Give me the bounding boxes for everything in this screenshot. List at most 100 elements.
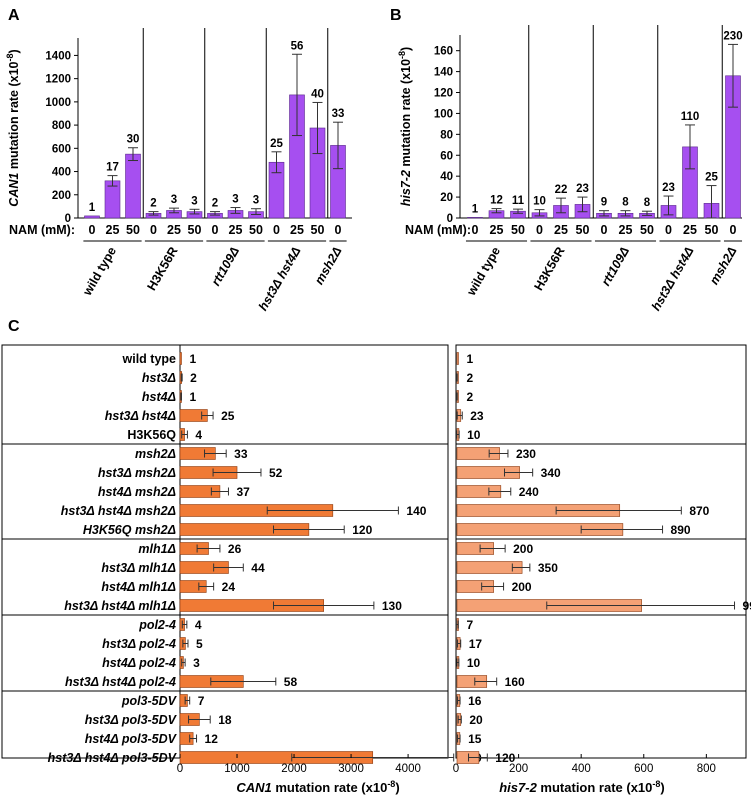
can1-value-label: 120 <box>352 523 372 537</box>
his7-bar <box>456 352 459 365</box>
his7-value-label: 200 <box>513 542 533 556</box>
his7-value-label: 160 <box>505 675 525 689</box>
can1-value-label: 130 <box>382 599 402 613</box>
his7-value-label: 870 <box>689 504 709 518</box>
group-label: H3K56R <box>145 245 181 294</box>
his7-x-tick-label: 800 <box>697 763 716 775</box>
bar-value-label: 3 <box>171 194 177 206</box>
can1-value-label: 1 <box>190 352 197 366</box>
y-tick-label: 80 <box>440 129 453 141</box>
y-axis-label-close: ) <box>399 47 413 51</box>
bar-value-label: 1 <box>472 203 479 215</box>
nam-concentration-label: 25 <box>290 223 304 237</box>
y-tick-label: 200 <box>52 190 71 202</box>
can1-value-label: 26 <box>228 542 242 556</box>
his7-value-label: 2 <box>467 371 474 385</box>
nam-concentration-label: 25 <box>683 223 697 237</box>
y-tick-label: 20 <box>440 192 453 204</box>
y-tick-label: 40 <box>440 171 453 183</box>
bar-value-label: 23 <box>576 183 589 195</box>
y-axis-label: his7-2 mutation rate (x10-8) <box>397 47 413 206</box>
can1-value-label: 5 <box>196 637 203 651</box>
nam-concentration-label: 25 <box>619 223 633 237</box>
nam-concentration-label: 50 <box>640 223 654 237</box>
strain-label: hst3Δ hst4Δ mlh1Δ <box>64 599 176 613</box>
his7-value-label: 2 <box>467 390 474 404</box>
his7-x-axis-label-exponent: -8 <box>652 779 660 789</box>
his7-x-axis-label-text: mutation rate (x10 <box>537 780 653 795</box>
group-label: H3K56R <box>532 245 568 294</box>
bar <box>84 215 100 219</box>
strain-label: hst4Δ pol3-5DV <box>85 732 178 746</box>
nam-label: NAM (mM): <box>405 223 471 237</box>
group-label: wild type <box>80 244 119 298</box>
his7-value-label: 120 <box>495 751 515 765</box>
can1-value-label: 140 <box>406 504 426 518</box>
his7-value-label: 230 <box>516 447 536 461</box>
bar-value-label: 10 <box>533 196 546 208</box>
y-tick-label: 1200 <box>45 74 71 86</box>
bar <box>125 153 141 219</box>
his7-value-label: 16 <box>468 694 482 708</box>
nam-concentration-label: 0 <box>89 223 96 237</box>
y-tick-label: 800 <box>52 120 71 132</box>
his7-value-label: 20 <box>469 713 483 727</box>
group-label: wild type <box>464 244 503 298</box>
his7-x-tick-label: 0 <box>453 763 459 775</box>
his7-value-label: 23 <box>470 409 484 423</box>
group-label: rtt109Δ <box>599 245 632 289</box>
his7-value-label: 240 <box>519 485 539 499</box>
bar-value-label: 22 <box>555 184 568 196</box>
group-label: rtt109Δ <box>209 245 242 289</box>
y-axis-label-gene: CAN1 <box>7 173 21 207</box>
can1-x-axis-label: CAN1 mutation rate (x10-8) <box>236 779 399 795</box>
can1-value-label: 58 <box>284 675 298 689</box>
bar-value-label: 8 <box>622 197 629 209</box>
nam-concentration-label: 50 <box>511 223 525 237</box>
strain-label: msh2Δ <box>135 447 176 461</box>
his7-value-label: 1 <box>467 352 474 366</box>
his7-value-label: 10 <box>467 428 481 442</box>
his7-value-label: 200 <box>512 580 532 594</box>
strain-label: hst3Δ pol2-4 <box>102 637 176 651</box>
y-axis-label-exponent: -8 <box>5 53 15 61</box>
nam-concentration-label: 0 <box>212 223 219 237</box>
can1-value-label: 2 <box>190 371 197 385</box>
his7-value-label: 990 <box>743 599 751 613</box>
can1-value-label: 52 <box>269 466 283 480</box>
y-axis-label-gene: his7-2 <box>399 170 413 206</box>
group-label: hst3Δ hst4Δ <box>649 245 697 314</box>
his7-x-axis-label: his7-2 mutation rate (x10-8) <box>499 779 665 795</box>
bar-value-label: 1 <box>89 202 96 214</box>
y-tick-label: 1000 <box>45 97 71 109</box>
y-tick-label: 0 <box>65 213 71 225</box>
can1-value-label: 3 <box>193 656 200 670</box>
group-label: hst3Δ hst4Δ <box>256 245 304 314</box>
nam-concentration-label: 50 <box>188 223 202 237</box>
strain-label: hst3Δ pol3-5DV <box>85 713 178 727</box>
nam-concentration-label: 25 <box>554 223 568 237</box>
bar-value-label: 12 <box>490 195 503 207</box>
bar <box>467 217 483 219</box>
bar-value-label: 2 <box>150 198 156 210</box>
strain-label: hst4Δ mlh1Δ <box>101 580 176 594</box>
his7-value-label: 17 <box>469 637 483 651</box>
can1-bar <box>179 352 182 365</box>
can1-value-label: 7 <box>198 694 205 708</box>
bar-value-label: 40 <box>311 88 324 100</box>
can1-value-label: 4 <box>195 428 202 442</box>
right-frame <box>455 344 747 759</box>
strain-label: hst4Δ <box>142 390 176 404</box>
nam-concentration-label: 25 <box>490 223 504 237</box>
can1-x-tick-label: 1000 <box>224 763 250 775</box>
strain-label: hst3Δ mlh1Δ <box>101 561 176 575</box>
nam-concentration-label: 50 <box>126 223 140 237</box>
strain-label: hst3Δ hst4Δ pol2-4 <box>65 675 176 689</box>
y-tick-label: 100 <box>434 108 453 120</box>
nam-concentration-label: 0 <box>150 223 157 237</box>
can1-value-label: 25 <box>221 409 235 423</box>
can1-value-label: 33 <box>234 447 248 461</box>
bar-value-label: 25 <box>705 172 718 184</box>
